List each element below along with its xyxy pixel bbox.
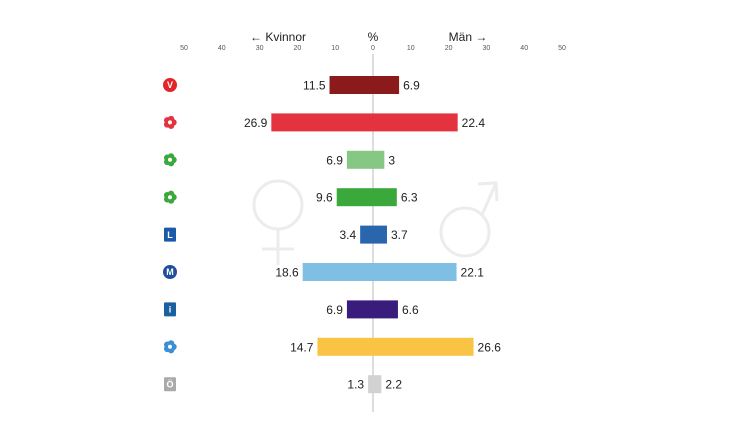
bar-men xyxy=(373,337,474,356)
bar-row: i 6.9 6.6 xyxy=(164,300,419,319)
bar-men xyxy=(373,263,457,281)
value-label-women: 3.4 xyxy=(339,228,356,242)
m-logo-icon: M xyxy=(163,265,177,279)
svg-text:i: i xyxy=(169,305,172,315)
bar-row: L 3.4 3.7 xyxy=(164,225,408,244)
value-label-women: 18.6 xyxy=(275,266,299,280)
bar-women xyxy=(317,337,373,356)
l-logo-icon: L xyxy=(164,227,176,242)
bar-row: 6.9 3 xyxy=(163,150,395,169)
x-tick-label: 40 xyxy=(218,45,226,52)
value-label-men: 6.9 xyxy=(403,79,420,93)
value-label-men: 3.7 xyxy=(391,228,408,242)
bar-men xyxy=(373,375,382,394)
bar-men xyxy=(373,300,398,319)
value-label-men: 6.3 xyxy=(401,191,418,205)
bar-women xyxy=(329,76,373,94)
x-tick-label: 10 xyxy=(407,45,415,52)
value-label-women: 6.9 xyxy=(326,303,343,317)
center-axis-label: % xyxy=(368,30,379,44)
bar-row: 9.6 6.3 xyxy=(163,188,418,207)
svg-text:V: V xyxy=(167,80,173,90)
value-label-women: 9.6 xyxy=(316,191,333,205)
bar-women xyxy=(360,225,373,244)
bar-women xyxy=(346,150,373,169)
right-axis-label: Män → xyxy=(449,30,488,44)
bar-men xyxy=(373,225,387,244)
x-tick-label: 30 xyxy=(256,45,264,52)
left-axis-label: ← Kvinnor xyxy=(250,30,306,44)
sd-flower-logo-icon xyxy=(163,340,177,354)
kd-logo-icon: i xyxy=(164,302,176,317)
x-tick-label: 10 xyxy=(331,45,339,52)
bar-row: M 18.6 22.1 xyxy=(163,263,484,281)
value-label-men: 26.6 xyxy=(478,340,502,354)
value-label-men: 3 xyxy=(388,153,395,167)
bar-row: 14.7 26.6 xyxy=(163,337,502,356)
bar-women xyxy=(346,300,373,319)
bar-men xyxy=(373,150,385,169)
bar-men xyxy=(373,113,458,132)
c-clover-logo-icon xyxy=(163,153,177,167)
bar-women xyxy=(271,113,373,132)
x-tick-label: 40 xyxy=(520,45,528,52)
svg-text:M: M xyxy=(166,267,174,277)
value-label-women: 6.9 xyxy=(326,153,343,167)
bar-women xyxy=(302,263,373,281)
x-tick-label: 30 xyxy=(483,45,491,52)
value-label-men: 22.4 xyxy=(462,116,486,130)
svg-text:L: L xyxy=(167,230,173,240)
mp-flower-logo-icon xyxy=(163,190,177,204)
value-label-men: 6.6 xyxy=(402,303,419,317)
bar-women xyxy=(368,375,373,394)
male-symbol-icon xyxy=(439,181,499,258)
x-tick-label: 0 xyxy=(371,45,375,52)
bar-row: Ö 1.3 2.2 xyxy=(164,375,402,394)
bar-row: 26.9 22.4 xyxy=(163,113,486,132)
s-rose-logo-icon xyxy=(163,115,177,129)
value-label-women: 11.5 xyxy=(303,79,326,93)
value-label-women: 1.3 xyxy=(347,378,364,392)
bar-men xyxy=(373,188,397,207)
bar-women xyxy=(336,188,373,207)
x-tick-label: 50 xyxy=(180,45,188,52)
value-label-women: 26.9 xyxy=(244,116,268,130)
value-label-men: 22.1 xyxy=(461,266,485,280)
bar-men xyxy=(373,76,400,94)
bar-rows: V 11.5 6.926.9 22.46.9 39.6 6.3L 3.4 3.7M 18.6 22… xyxy=(163,76,502,394)
x-tick-label: 20 xyxy=(294,45,302,52)
value-label-women: 14.7 xyxy=(290,340,314,354)
v-logo-icon: V xyxy=(163,78,177,92)
value-label-men: 2.2 xyxy=(385,378,402,392)
x-axis-ticks: 50 40 30 20 10 0 10 20 30 40 50 xyxy=(180,45,566,52)
x-tick-label: 20 xyxy=(445,45,453,52)
female-symbol-icon xyxy=(252,179,304,265)
svg-text:Ö: Ö xyxy=(166,379,173,389)
x-tick-label: 50 xyxy=(558,45,566,52)
ovriga-logo-icon: Ö xyxy=(164,377,176,392)
bar-row: V 11.5 6.9 xyxy=(163,76,420,94)
